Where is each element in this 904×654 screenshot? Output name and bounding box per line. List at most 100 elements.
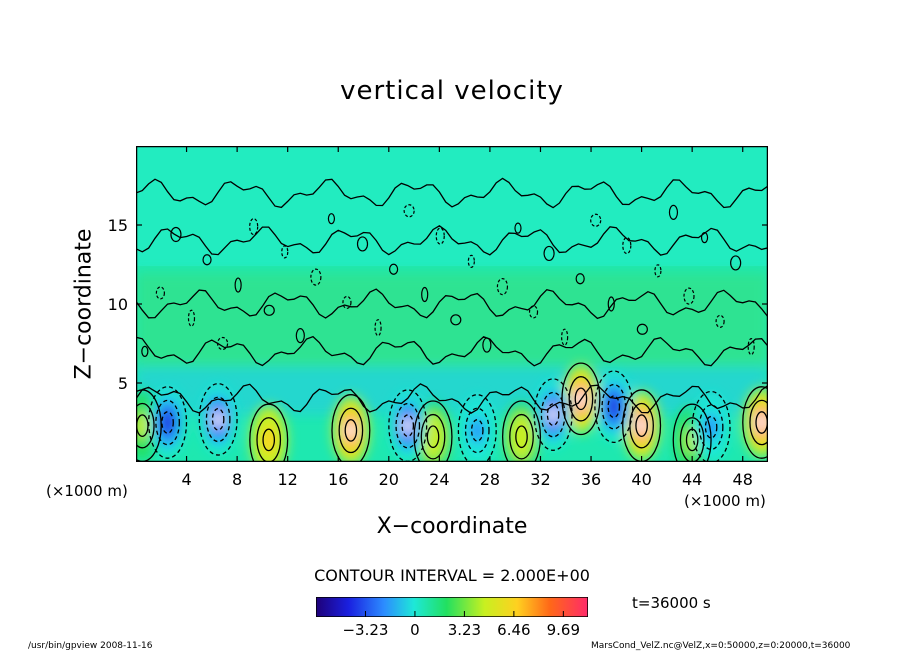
downdraft-cell-5-contour (533, 378, 573, 451)
contour-blob (187, 309, 196, 327)
downdraft-cell-3-core (402, 416, 413, 435)
y-tick-label: 5 (118, 374, 128, 393)
y-axis-ticks: 5 10 15 (108, 216, 768, 393)
x-tick-label: 44 (682, 470, 702, 489)
downdraft-cell-4-contour (470, 419, 484, 442)
downdraft-cell-4-contour (464, 407, 490, 454)
contour-blob (636, 323, 648, 335)
x-tick-label: 12 (278, 470, 298, 489)
downdraft-cell-6-contour (594, 370, 634, 444)
field-upper-band (136, 146, 768, 266)
downdraft-cell-3-contour (401, 414, 415, 438)
contour-blob (421, 286, 429, 303)
contour-blob (715, 314, 725, 328)
contour-blob (374, 319, 382, 337)
contour-blob (482, 337, 492, 353)
x-unit-label: (×1000 m) (684, 492, 766, 510)
x-tick-label: 8 (232, 470, 242, 489)
contour-line-2 (136, 335, 768, 367)
updraft-cell-3-contour (344, 419, 358, 442)
downdraft-cell-6-contour (607, 395, 621, 419)
contour-line-3 (136, 288, 768, 320)
contour-blob (310, 268, 322, 286)
updraft-cell-5 (514, 423, 529, 451)
downdraft-cell-3-contour (395, 402, 421, 449)
x-tick-label: 4 (181, 470, 191, 489)
contour-blob (327, 213, 336, 225)
contour-blob (170, 226, 182, 243)
downdraft-cell-2-core (213, 410, 224, 429)
x-tick-label: 20 (379, 470, 399, 489)
contour-blob (543, 245, 555, 262)
downdraft-cell-6 (606, 393, 621, 421)
contour-blob (234, 277, 242, 293)
contour-line-1 (136, 383, 768, 414)
updraft-cell-4-contour (420, 413, 446, 460)
updraft-cell-4-contour (413, 400, 453, 462)
contour-blob (700, 232, 709, 244)
downdraft-cell-2-contour (205, 396, 231, 443)
colorbar-tick-marks (364, 611, 564, 617)
contour-blob (295, 328, 305, 344)
contour-blob (450, 314, 462, 326)
colorbar-tick-label: 0 (410, 621, 420, 639)
y-tick-label: 15 (108, 216, 128, 235)
contour-blob (654, 264, 662, 278)
downdraft-cell-2-contour (211, 407, 225, 431)
x-tick-label: 28 (480, 470, 500, 489)
contour-blob (263, 304, 275, 316)
contour-lines (136, 177, 768, 462)
downdraft-cell-2-contour (198, 382, 238, 456)
contour-blob (528, 305, 539, 319)
updraft-cell-3-core (345, 421, 356, 440)
contour-blob (249, 217, 259, 236)
downdraft-cell-7-contour (691, 390, 731, 462)
downdraft-cell-1 (160, 408, 175, 437)
updraft-cell-3-contour (331, 394, 371, 462)
updraft-cell-4 (425, 423, 441, 451)
contour-blob (467, 254, 475, 268)
plot-area (136, 146, 768, 462)
updraft-cell-9-contour (742, 386, 768, 459)
updraft-cell-5-contour (501, 400, 542, 462)
updraft-cell-7-contour (635, 414, 648, 438)
updraft-cell-8-contour (672, 403, 712, 462)
x-axis-ticks: 4 8 12 16 20 24 28 32 36 40 44 48 (181, 146, 753, 489)
footer-left-text: /usr/bin/gpview 2008-11-16 (28, 641, 153, 651)
contour-blob (403, 204, 415, 218)
updraft-cell-7-contour (629, 402, 654, 449)
updraft-cell-5-contour (515, 425, 528, 449)
downdraft-cell-4 (470, 416, 485, 444)
contour-blob (281, 245, 289, 259)
y-tick-label: 10 (108, 295, 128, 314)
downdraft-cell-5-core (548, 405, 559, 424)
y-unit-label: (×1000 m) (46, 482, 128, 500)
contour-line-4 (136, 225, 768, 256)
downdraft-cell-6-contour (601, 383, 627, 430)
x-tick-label: 32 (530, 470, 550, 489)
contour-line-5 (136, 177, 768, 209)
x-tick-label: 24 (429, 470, 449, 489)
updraft-cell-1-contour (136, 402, 155, 449)
contour-blob (730, 255, 742, 271)
colorbar-tick-label: 9.69 (546, 621, 581, 639)
contour-blob (496, 278, 509, 296)
footer-right-text: MarsCond_VelZ.nc@VelZ,x=0:50000,z=0:2000… (591, 641, 851, 651)
updraft-cell-4-contour (426, 425, 440, 449)
updraft-cell-7-core (636, 416, 647, 435)
colorbar-tick-label: 6.46 (497, 621, 531, 639)
contour-blob (683, 287, 695, 305)
contour-blob (202, 254, 212, 266)
downdraft-cell-5-contour (540, 391, 566, 438)
downdraft-cell-7-contour (704, 415, 718, 439)
downdraft-cell-1-contour (148, 386, 188, 459)
contour-blob (216, 336, 229, 351)
time-label: t=36000 s (632, 594, 711, 612)
y-axis-label: Z−coordinate (71, 228, 97, 380)
x-tick-label: 48 (733, 470, 753, 489)
chart-title: vertical velocity (340, 76, 564, 106)
contour-blob (622, 236, 632, 255)
colorbar (316, 597, 588, 617)
contour-blob (356, 236, 369, 252)
